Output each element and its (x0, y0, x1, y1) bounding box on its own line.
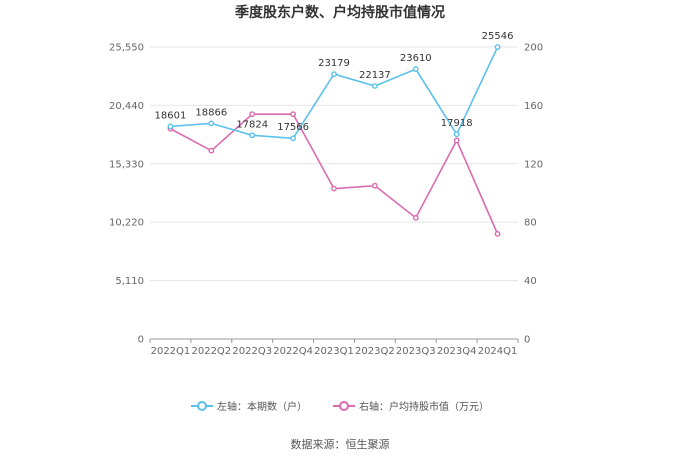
data-label: 23610 (400, 53, 432, 64)
data-label: 17824 (236, 119, 268, 130)
data-point-holders (249, 132, 256, 139)
data-label: 17918 (441, 118, 473, 129)
series-line-avg-value (170, 113, 499, 235)
data-point-holders (331, 71, 337, 77)
x-axis-tick-label: 2024Q1 (478, 346, 518, 357)
x-axis-tick-label: 2023Q3 (396, 346, 436, 357)
data-label: 22137 (359, 70, 391, 81)
data-point-avg-value (249, 111, 256, 118)
legend-swatch-right (333, 400, 355, 411)
legend-swatch-left (191, 400, 213, 411)
data-point-holders (167, 123, 174, 130)
right-axis-tick-label: 200 (524, 43, 543, 54)
x-axis-tick-label: 2022Q4 (273, 346, 313, 357)
data-label: 23179 (318, 58, 350, 69)
x-axis-tick-label: 2023Q1 (314, 346, 354, 357)
x-axis-tick-label: 2023Q2 (355, 346, 395, 357)
legend-label-right: 右轴：户均持股市值（万元） (359, 402, 489, 413)
data-source: 数据来源：恒生聚源 (290, 438, 390, 451)
left-axis-tick-label: 5,110 (115, 276, 144, 287)
data-point-avg-value (412, 214, 419, 221)
right-axis-tick-label: 160 (524, 101, 543, 112)
left-axis-tick-label: 15,330 (109, 159, 144, 170)
left-axis-tick-label: 10,220 (109, 218, 144, 229)
x-axis-tick-label: 2023Q4 (437, 346, 477, 357)
data-point-avg-value (290, 111, 297, 118)
data-label: 18866 (195, 107, 227, 118)
data-point-holders (412, 66, 419, 73)
legend-label-left: 左轴：本期数（户） (217, 402, 307, 413)
legend-item-right[interactable]: 右轴：户均持股市值（万元） (333, 398, 489, 413)
right-axis-tick-label: 120 (524, 159, 543, 170)
legend: 左轴：本期数（户） 右轴：户均持股市值（万元） (0, 398, 680, 413)
left-axis-tick-label: 25,550 (109, 43, 144, 54)
right-axis-tick-label: 0 (524, 335, 530, 346)
right-axis-tick-label: 80 (524, 218, 537, 229)
left-axis-tick-label: 20,440 (109, 101, 144, 112)
right-axis-tick-label: 40 (524, 276, 537, 287)
x-axis-tick-label: 2022Q2 (191, 346, 231, 357)
data-point-holders (208, 120, 215, 127)
chart-title: 季度股东户数、户均持股市值情况 (235, 5, 445, 21)
data-point-holders (453, 131, 460, 138)
data-point-avg-value (331, 185, 337, 192)
data-point-holders (494, 44, 501, 50)
left-axis-tick-label: 0 (138, 335, 144, 346)
data-label: 18601 (155, 110, 187, 121)
data-label: 25546 (482, 31, 514, 42)
data-label: 17566 (277, 122, 309, 133)
data-point-holders (371, 83, 378, 89)
data-point-avg-value (371, 182, 378, 189)
data-point-avg-value (494, 230, 501, 237)
data-point-avg-value (208, 147, 215, 154)
data-point-avg-value (453, 137, 460, 144)
data-point-holders (290, 135, 297, 142)
x-axis-tick-label: 2022Q1 (151, 346, 191, 357)
x-axis-tick-label: 2022Q3 (232, 346, 272, 357)
legend-item-left[interactable]: 左轴：本期数（户） (191, 398, 307, 413)
